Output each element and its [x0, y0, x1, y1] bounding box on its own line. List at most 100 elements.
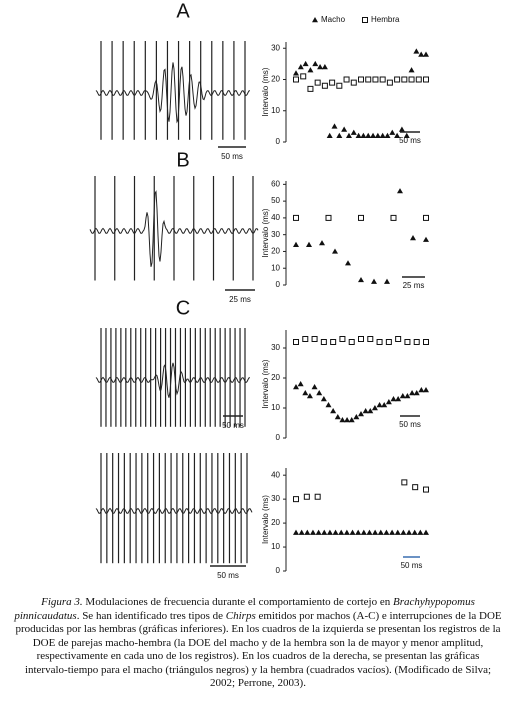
male-point: [358, 276, 364, 283]
male-point: [332, 529, 339, 535]
male-point: [423, 529, 429, 535]
panel-label: A: [176, 0, 190, 22]
male-point: [332, 248, 338, 254]
male-point: [309, 529, 316, 535]
male-point: [366, 529, 373, 535]
male-point: [345, 132, 352, 138]
male-point: [418, 51, 425, 57]
male-point: [326, 132, 333, 138]
male-point: [394, 529, 401, 535]
caption-text: emitidos por machos (A-C) e interrupcion…: [15, 609, 502, 690]
male-point: [398, 126, 405, 132]
male-point: [418, 387, 425, 393]
female-point: [307, 85, 314, 92]
male-point: [316, 390, 323, 396]
female-point: [385, 339, 392, 345]
y-tick-label: 20: [271, 518, 280, 527]
female-point: [423, 486, 429, 493]
y-tick-label: 0: [276, 280, 281, 289]
female-point: [321, 82, 328, 89]
male-point: [410, 235, 416, 241]
scale-bar-label: 50 ms: [401, 561, 423, 570]
male-point: [413, 390, 420, 396]
male-point: [365, 132, 372, 138]
female-point: [394, 76, 401, 83]
female-point: [314, 493, 321, 500]
female-point: [376, 339, 383, 345]
male-point: [360, 132, 367, 138]
male-point: [389, 129, 396, 135]
female-point: [293, 76, 299, 83]
male-point: [383, 529, 390, 535]
male-point: [413, 48, 420, 54]
female-point: [302, 336, 309, 342]
y-axis-label: Intervalo (ms): [261, 208, 270, 257]
female-point: [372, 76, 379, 83]
female-point: [358, 76, 364, 83]
female-point: [408, 76, 415, 83]
female-point: [415, 76, 422, 83]
male-point: [311, 384, 318, 390]
female-point: [350, 79, 357, 86]
legend-label: Hembra: [371, 15, 400, 24]
scale-bar-label: 25 ms: [403, 281, 425, 290]
male-point: [395, 396, 402, 402]
male-point: [293, 70, 299, 76]
male-point: [345, 260, 351, 266]
male-point: [358, 411, 364, 417]
male-point: [320, 396, 327, 402]
male-point: [338, 529, 345, 535]
male-point: [326, 529, 333, 535]
male-point: [306, 393, 313, 399]
male-point: [344, 417, 351, 423]
female-point: [303, 493, 310, 500]
female-point: [293, 214, 299, 221]
scale-bar-label: 50 ms: [217, 571, 239, 580]
female-point: [423, 76, 429, 83]
y-tick-label: 30: [271, 343, 280, 352]
male-point: [348, 417, 355, 423]
female-point: [293, 496, 299, 503]
female-point: [386, 79, 393, 86]
species-name: Brachyhypopomus pinnicaudatus: [14, 596, 475, 622]
male-point: [319, 240, 325, 246]
female-point: [395, 336, 402, 342]
male-point: [298, 529, 305, 535]
female-point: [339, 336, 346, 342]
male-point: [399, 393, 406, 399]
y-tick-label: 40: [271, 470, 280, 479]
male-point: [325, 402, 332, 408]
male-point: [390, 396, 397, 402]
y-axis-label: Intervalo (ms): [261, 67, 270, 116]
male-point: [360, 529, 367, 535]
female-point: [320, 339, 327, 345]
female-point: [314, 79, 321, 86]
male-point: [394, 132, 401, 138]
eod-trace: [95, 507, 253, 515]
male-point: [423, 51, 429, 57]
male-point: [306, 241, 312, 247]
y-tick-label: 0: [276, 566, 281, 575]
term: Chirps: [225, 609, 256, 622]
male-point: [384, 278, 390, 284]
caption-text: Modulaciones de frecuencia durante el co…: [82, 596, 393, 608]
male-point: [297, 381, 304, 387]
male-point: [330, 408, 337, 414]
female-point: [365, 76, 372, 83]
male-point: [353, 414, 360, 420]
y-tick-label: 20: [271, 373, 280, 382]
y-axis-label: Intervalo (ms): [261, 359, 270, 408]
female-point: [325, 214, 332, 221]
y-axis-label: Intervalo (ms): [261, 495, 270, 544]
female-point: [367, 336, 374, 342]
female-point: [358, 214, 364, 221]
y-tick-label: 20: [271, 247, 280, 256]
male-point: [302, 60, 309, 67]
female-point: [329, 79, 336, 86]
y-tick-label: 0: [276, 137, 281, 146]
male-point: [403, 132, 410, 138]
female-point: [343, 76, 350, 83]
legend-marker: [312, 17, 318, 23]
male-point: [417, 529, 424, 535]
